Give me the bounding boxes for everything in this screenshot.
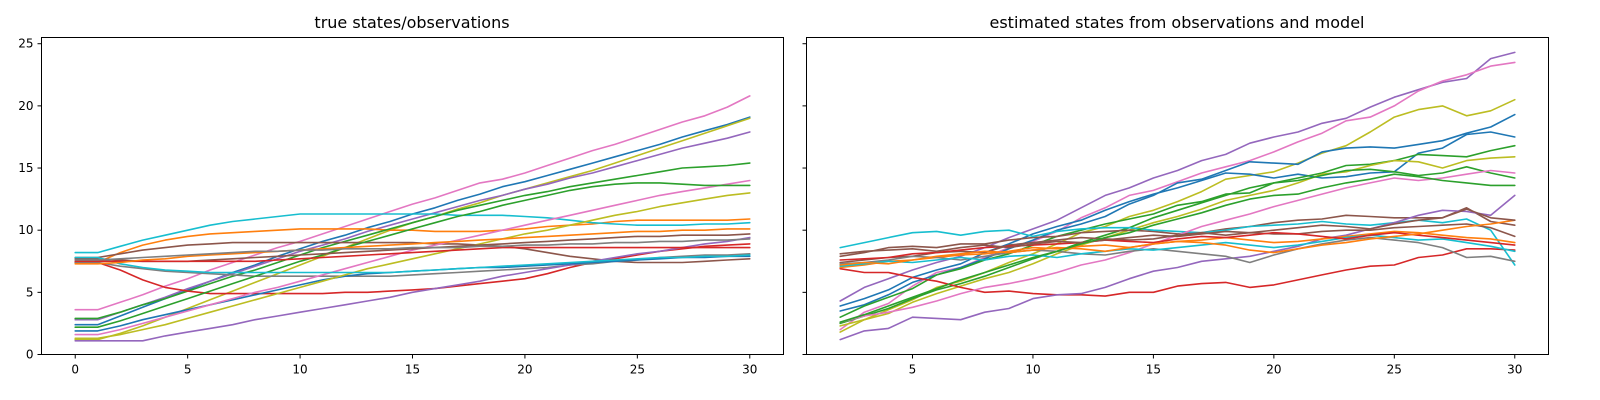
right-x-tick-label: 10	[1025, 363, 1040, 377]
right-chart-panel: estimated states from observations and m…	[802, 13, 1549, 377]
left-series-line-13	[74, 179, 751, 336]
left-y-tick-label: 20	[18, 99, 33, 113]
left-series-group	[74, 95, 751, 342]
right-series-line-6	[839, 144, 1516, 319]
right-axis-ticks: 5 10 15 20 25 30	[802, 43, 1522, 377]
left-series-line-20	[74, 238, 751, 261]
left-series-line-17	[74, 254, 751, 274]
left-series-line-14	[74, 192, 751, 340]
right-series-line-2	[839, 61, 1516, 331]
left-x-tick-label: 30	[742, 363, 757, 377]
right-x-tick-label: 5	[909, 363, 917, 377]
right-x-tick-label: 25	[1387, 363, 1402, 377]
right-series-line-20	[839, 208, 1516, 255]
right-series-line-16	[839, 236, 1516, 265]
right-x-tick-label: 30	[1507, 363, 1522, 377]
left-series-line-7	[74, 162, 751, 320]
left-chart-title: true states/observations	[314, 13, 509, 32]
left-y-tick-label: 5	[26, 285, 34, 299]
right-series-line-9	[839, 207, 1516, 258]
left-series-line-9	[74, 241, 751, 264]
left-axis-ticks: 0 5 10 15 20 25 30 0 5 10 15 20 25	[18, 37, 757, 377]
left-series-line-6	[74, 213, 751, 254]
left-series-line-5	[74, 218, 751, 264]
right-series-line-5	[839, 131, 1516, 307]
right-series-line-21	[839, 173, 1516, 324]
right-series-line-10	[839, 218, 1516, 266]
right-series-line-12	[839, 194, 1516, 341]
right-series-line-4	[839, 113, 1516, 312]
left-series-line-8	[74, 243, 751, 295]
left-y-tick-label: 10	[18, 223, 33, 237]
right-x-tick-label: 15	[1146, 363, 1161, 377]
left-y-tick-label: 0	[26, 348, 34, 362]
right-series-line-7	[839, 156, 1516, 327]
right-series-line-17	[839, 234, 1516, 268]
left-chart-panel: true states/observations 0 5 10 15 20 25 30 0 5 1…	[18, 13, 784, 377]
left-y-tick-label: 15	[18, 161, 33, 175]
right-series-line-11	[839, 248, 1516, 297]
left-series-line-15	[74, 182, 751, 329]
left-x-tick-label: 5	[184, 363, 192, 377]
left-series-line-11	[74, 236, 751, 342]
left-x-tick-label: 25	[630, 363, 645, 377]
left-series-line-1	[74, 95, 751, 311]
right-series-group	[839, 51, 1516, 341]
left-series-line-4	[74, 131, 751, 321]
left-x-tick-label: 10	[292, 363, 307, 377]
right-series-line-19	[839, 219, 1516, 266]
right-plot-frame	[806, 37, 1549, 355]
left-y-tick-label: 25	[18, 37, 33, 51]
left-x-tick-label: 0	[71, 363, 79, 377]
left-x-tick-label: 15	[405, 363, 420, 377]
right-chart-title: estimated states from observations and m…	[990, 13, 1365, 32]
right-x-tick-label: 20	[1266, 363, 1281, 377]
left-x-tick-label: 20	[517, 363, 532, 377]
right-series-line-18	[839, 231, 1516, 261]
left-series-line-19	[74, 228, 751, 265]
left-series-line-18	[74, 246, 751, 263]
left-plot-frame	[41, 37, 784, 355]
